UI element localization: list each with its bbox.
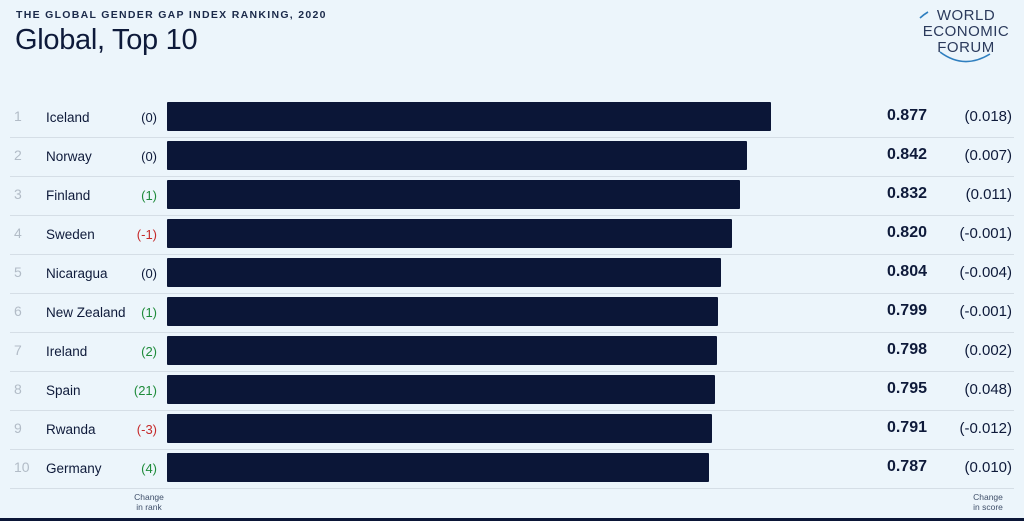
score-change: (0.011) (965, 186, 1012, 203)
rank-number: 10 (14, 459, 30, 475)
score-change: (-0.004) (959, 264, 1012, 281)
score-bar (167, 297, 718, 326)
logo-line-2: ECONOMIC (922, 23, 1010, 40)
logo-line-3: FORUM (937, 39, 995, 56)
score-bar (167, 453, 709, 482)
score-change: (-0.001) (959, 303, 1012, 320)
country-name: Nicaragua (46, 266, 108, 281)
rank-number: 2 (14, 147, 22, 163)
score-value: 0.799 (886, 302, 927, 319)
score-value: 0.787 (886, 458, 927, 475)
rank-change: (-3) (136, 422, 157, 437)
logo-arc-icon (919, 11, 991, 63)
rank-change: (0) (141, 266, 157, 281)
rank-change: (0) (141, 149, 157, 164)
score-change: (0.018) (964, 108, 1012, 125)
change-in-rank-label-line-2: in rank (136, 502, 162, 512)
score-change: (0.007) (964, 147, 1012, 164)
table-row: 7 Ireland (2) 0.798 (0.002) (10, 332, 1014, 372)
rank-change: (-1) (136, 227, 157, 242)
score-bar (167, 258, 721, 287)
rank-number: 3 (14, 186, 22, 202)
score-change: (-0.001) (959, 225, 1012, 242)
bottom-rule (0, 518, 1024, 521)
table-row: 8 Spain (21) 0.795 (0.048) (10, 371, 1014, 411)
country-name: Germany (46, 461, 102, 476)
score-bar (167, 102, 771, 131)
score-bar (167, 141, 747, 170)
score-value: 0.795 (886, 380, 927, 397)
country-name: Norway (46, 149, 92, 164)
country-name: Rwanda (46, 422, 96, 437)
rank-change: (2) (141, 344, 157, 359)
chart-kicker: THE GLOBAL GENDER GAP INDEX RANKING, 202… (16, 9, 327, 21)
logo-line-1: WORLD (936, 7, 996, 24)
country-name: New Zealand (46, 305, 126, 320)
country-name: Ireland (46, 344, 88, 359)
score-bar (167, 375, 715, 404)
score-bar (167, 414, 712, 443)
score-value: 0.842 (886, 146, 927, 163)
table-row: 3 Finland (1) 0.832 (0.011) (10, 176, 1014, 216)
score-bar (167, 219, 732, 248)
country-name: Iceland (46, 110, 90, 125)
score-value: 0.820 (886, 224, 927, 241)
rank-number: 7 (14, 342, 22, 358)
rank-change: (21) (133, 383, 157, 398)
rank-change: (4) (141, 461, 157, 476)
score-value: 0.804 (886, 263, 927, 280)
country-name: Sweden (46, 227, 95, 242)
score-change: (0.010) (964, 459, 1012, 476)
score-change: (0.048) (964, 381, 1012, 398)
table-row: 1 Iceland (0) 0.877 (0.018) (10, 98, 1014, 138)
score-value: 0.832 (886, 185, 927, 202)
score-bar (167, 180, 740, 209)
rank-change: (1) (141, 188, 157, 203)
country-name: Spain (46, 383, 81, 398)
change-in-rank-label-line-1: Change (134, 492, 164, 502)
score-value: 0.798 (886, 341, 927, 358)
rank-change: (1) (141, 305, 157, 320)
chart-title: Global, Top 10 (15, 24, 198, 56)
table-row: 9 Rwanda (-3) 0.791 (-0.012) (10, 410, 1014, 450)
table-row: 10 Germany (4) 0.787 (0.010) (10, 449, 1014, 489)
rank-number: 5 (14, 264, 22, 280)
rank-number: 1 (14, 108, 22, 124)
rank-number: 6 (14, 303, 22, 319)
rank-change: (0) (141, 110, 157, 125)
score-bar (167, 336, 717, 365)
table-row: 5 Nicaragua (0) 0.804 (-0.004) (10, 254, 1014, 294)
table-row: 2 Norway (0) 0.842 (0.007) (10, 137, 1014, 177)
rank-number: 8 (14, 381, 22, 397)
table-row: 6 New Zealand (1) 0.799 (-0.001) (10, 293, 1014, 333)
wef-logo: WORLD ECONOMIC FORUM (918, 7, 1014, 63)
table-row: 4 Sweden (-1) 0.820 (-0.001) (10, 215, 1014, 255)
score-value: 0.791 (886, 419, 927, 436)
change-in-score-label: Change in score (966, 492, 1010, 512)
change-in-rank-label: Change in rank (128, 492, 170, 512)
country-name: Finland (46, 188, 91, 203)
rank-number: 4 (14, 225, 22, 241)
score-change: (-0.012) (959, 420, 1012, 437)
score-value: 0.877 (886, 107, 927, 124)
score-change: (0.002) (964, 342, 1012, 359)
change-in-score-label-line-2: in score (973, 502, 1003, 512)
rank-number: 9 (14, 420, 22, 436)
change-in-score-label-line-1: Change (973, 492, 1003, 502)
